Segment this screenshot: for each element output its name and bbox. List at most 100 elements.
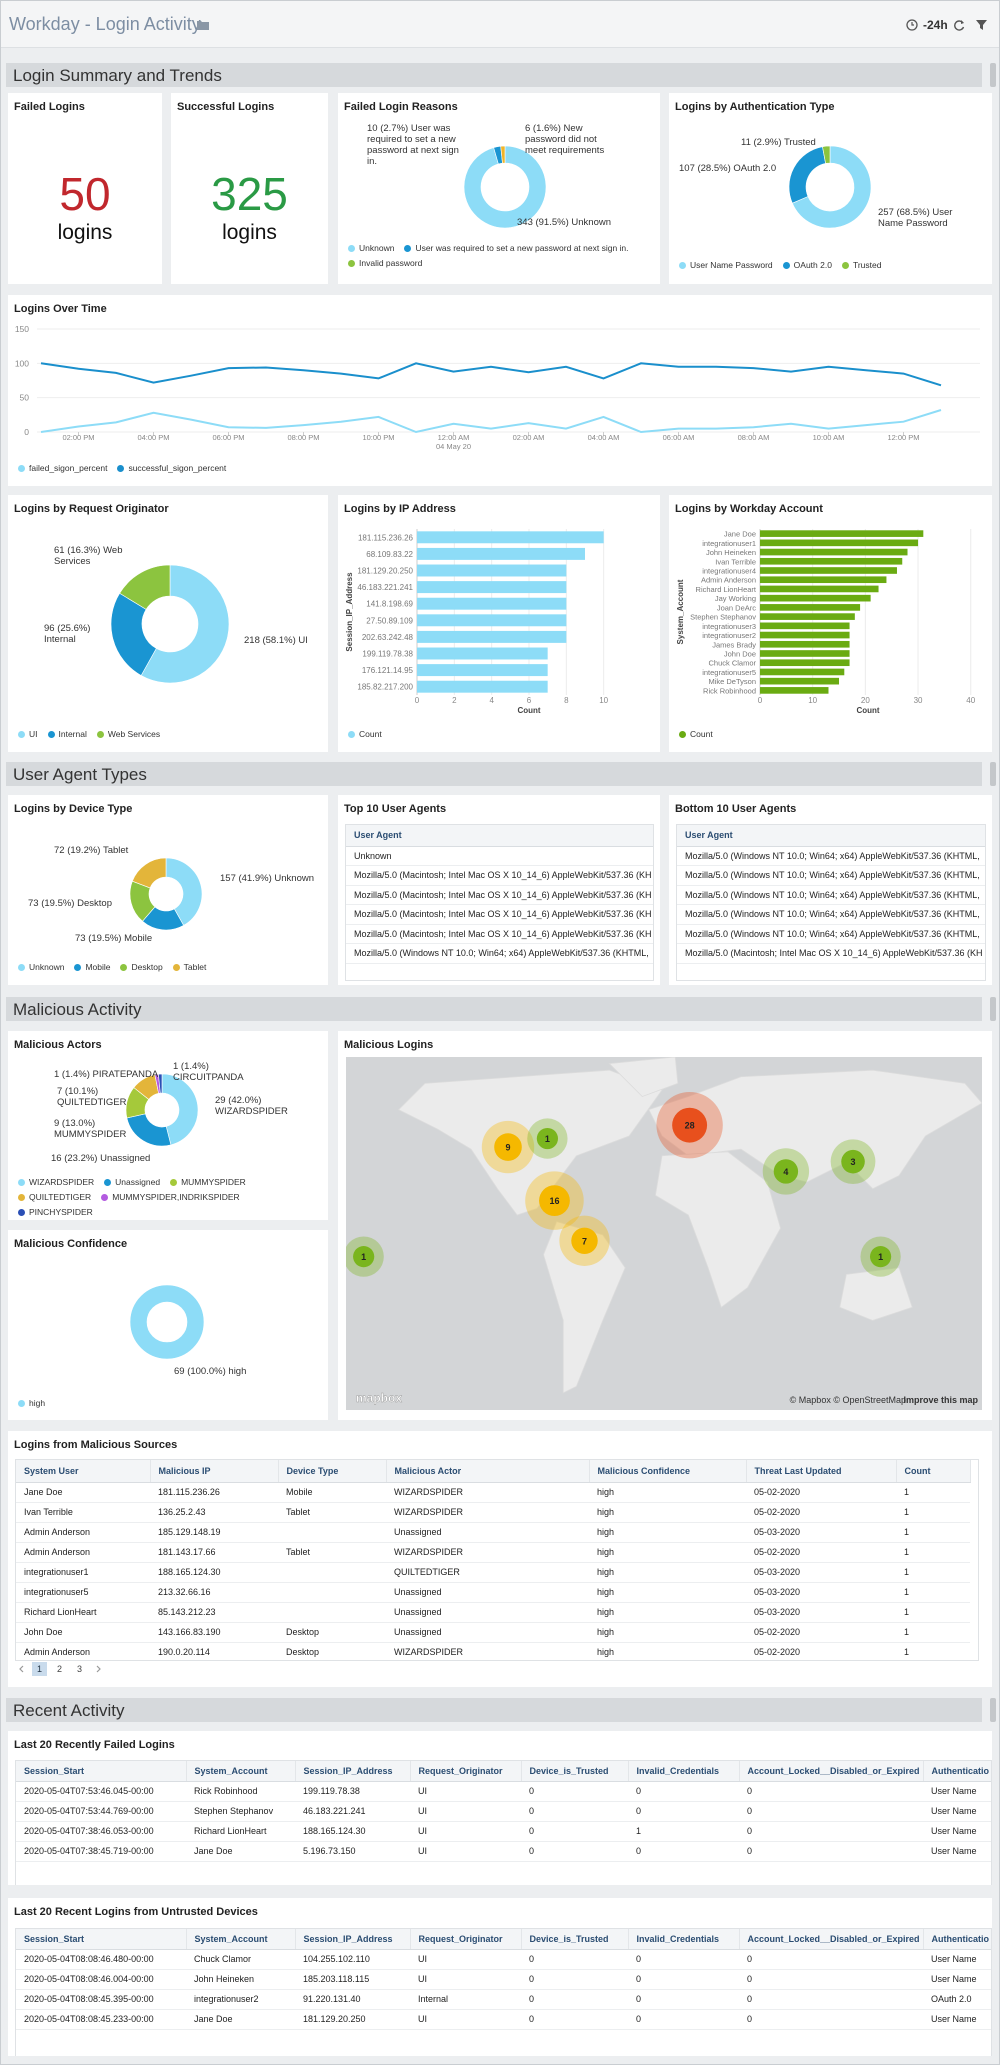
- legend-item[interactable]: QUILTEDTIGER: [18, 1192, 91, 1202]
- legend-item[interactable]: User was required to set a new password …: [404, 243, 629, 253]
- table-cell: John Heineken: [186, 1969, 295, 1990]
- bar: [417, 630, 567, 643]
- legend-item[interactable]: failed_sigon_percent: [18, 463, 107, 473]
- column-header[interactable]: Device_is_Trusted: [521, 1929, 629, 1950]
- folder-icon[interactable]: [197, 20, 209, 30]
- y-tick-label: John Heineken: [706, 548, 756, 557]
- legend-label: Unknown: [359, 243, 395, 253]
- table-row: integrationuser5 213.32.66.16 Unassigned hi…: [16, 1582, 970, 1603]
- legend: Count: [679, 729, 959, 739]
- legend-item[interactable]: Tablet: [172, 962, 206, 972]
- refresh-icon[interactable]: [953, 19, 965, 31]
- pie-slice: [140, 564, 230, 684]
- bar: [417, 664, 548, 677]
- clock-icon[interactable]: [906, 19, 918, 31]
- legend-label: User Name Password: [690, 260, 773, 270]
- legend-item[interactable]: Desktop: [120, 962, 163, 972]
- time-range[interactable]: -24h: [923, 18, 948, 32]
- legend-item[interactable]: Unknown: [348, 243, 394, 253]
- column-header[interactable]: Request_Originator: [410, 1929, 522, 1950]
- legend-item[interactable]: high: [18, 1398, 45, 1408]
- table-cell: Unassigned: [386, 1522, 589, 1543]
- column-header[interactable]: Account_Locked__Disabled_or_Expired: [739, 1929, 924, 1950]
- legend-item[interactable]: MUMMYSPIDER,INDRIKSPIDER: [101, 1192, 240, 1202]
- table-row: 2020-05-04T07:53:46.045-00:00 Rick Robinh…: [16, 1781, 991, 1802]
- legend-swatch: [782, 261, 790, 269]
- legend-item[interactable]: Unassigned: [104, 1177, 160, 1187]
- legend-label: WIZARDSPIDER: [29, 1177, 95, 1187]
- y-tick-label: Admin Anderson: [701, 576, 756, 585]
- legend-item[interactable]: MUMMYSPIDER: [170, 1177, 246, 1187]
- column-header[interactable]: Malicious Actor: [386, 1460, 590, 1483]
- table-frame: User Agent Unknown Mozilla/5.0 (Macintosh;…: [345, 824, 654, 981]
- legend-item[interactable]: UI: [18, 729, 38, 739]
- y-tick-label: Jane Doe: [724, 530, 756, 539]
- legend-item[interactable]: Trusted: [841, 260, 881, 270]
- column-header[interactable]: Invalid_Credentials: [628, 1929, 740, 1950]
- cluster-label: 3: [851, 1157, 856, 1167]
- legend-item[interactable]: Invalid password: [348, 258, 422, 268]
- bar: [760, 594, 871, 602]
- column-header[interactable]: Threat Last Updated: [746, 1460, 897, 1483]
- column-header[interactable]: Authenticatio: [923, 1929, 991, 1950]
- legend-item[interactable]: User Name Password: [679, 260, 773, 270]
- column-header[interactable]: Malicious Confidence: [589, 1460, 747, 1483]
- panel-title: Logins by Request Originator: [14, 503, 169, 515]
- table-cell: 181.143.17.66: [150, 1542, 278, 1563]
- page-button[interactable]: 2: [56, 1664, 62, 1674]
- column-header[interactable]: Request_Originator: [410, 1761, 522, 1782]
- column-header[interactable]: Malicious IP: [150, 1460, 279, 1483]
- legend-label: Internal: [58, 729, 87, 739]
- panel: Logins by Device Type 157 (41.9%) Unknown…: [8, 795, 328, 985]
- y-tick-label: integrationuser5: [702, 668, 756, 677]
- pie-slice: [791, 145, 872, 229]
- page-button[interactable]: 1: [32, 1662, 47, 1676]
- column-header[interactable]: System User: [16, 1460, 151, 1483]
- column-header[interactable]: User Agent: [346, 825, 653, 847]
- pie-chart: [463, 145, 547, 229]
- legend-swatch: [120, 963, 128, 971]
- table-cell: high: [589, 1482, 746, 1503]
- column-header[interactable]: Account_Locked__Disabled_or_Expired: [739, 1761, 924, 1782]
- column-header[interactable]: Session_IP_Address: [295, 1761, 411, 1782]
- column-header[interactable]: Session_Start: [16, 1761, 187, 1782]
- x-tick-label: 10: [808, 696, 817, 705]
- legend: Unknown User was required to set a new pa…: [348, 243, 648, 268]
- table-cell: 05-03-2020: [746, 1522, 896, 1543]
- legend-item[interactable]: successful_sigon_percent: [117, 463, 226, 473]
- legend-item[interactable]: PINCHYSPIDER: [18, 1207, 93, 1217]
- bar: [760, 659, 850, 667]
- legend-item[interactable]: Count: [679, 729, 713, 739]
- column-header[interactable]: Invalid_Credentials: [628, 1761, 740, 1782]
- slice-label: 257 (68.5%) User Name Password: [878, 207, 973, 229]
- column-header[interactable]: Device Type: [278, 1460, 387, 1483]
- section-header: Recent Activity: [6, 1698, 996, 1722]
- column-header[interactable]: System_Account: [186, 1929, 296, 1950]
- legend-item[interactable]: Count: [348, 729, 382, 739]
- filter-icon[interactable]: [976, 19, 987, 31]
- column-header[interactable]: Device_is_Trusted: [521, 1761, 629, 1782]
- page-button[interactable]: 3: [76, 1664, 82, 1674]
- table-cell: Mozilla/5.0 (Windows NT 10.0; Win64; x64…: [677, 885, 985, 905]
- table-cell: [278, 1562, 386, 1583]
- legend-item[interactable]: Mobile: [74, 962, 110, 972]
- column-header[interactable]: Count: [896, 1460, 971, 1483]
- legend-item[interactable]: OAuth 2.0: [782, 260, 832, 270]
- column-header[interactable]: Session_Start: [16, 1929, 187, 1950]
- legend-item[interactable]: WIZARDSPIDER: [18, 1177, 94, 1187]
- pie-slice: [129, 1284, 205, 1360]
- panel-title: Logins by Workday Account: [675, 503, 823, 515]
- stat-unit: logins: [222, 221, 277, 244]
- legend-item[interactable]: Web Services: [96, 729, 160, 739]
- column-header[interactable]: System_Account: [186, 1761, 296, 1782]
- cluster: [841, 1149, 865, 1174]
- column-header[interactable]: Authenticatio: [923, 1761, 991, 1782]
- column-header[interactable]: Session_IP_Address: [295, 1929, 411, 1950]
- pie-chart: [788, 145, 872, 229]
- panel-title: Malicious Confidence: [14, 1238, 128, 1250]
- table-cell: 2020-05-04T07:38:46.053-00:00: [16, 1821, 186, 1842]
- legend-item[interactable]: Internal: [47, 729, 87, 739]
- column-header[interactable]: User Agent: [677, 825, 985, 847]
- legend-item[interactable]: Unknown: [18, 962, 64, 972]
